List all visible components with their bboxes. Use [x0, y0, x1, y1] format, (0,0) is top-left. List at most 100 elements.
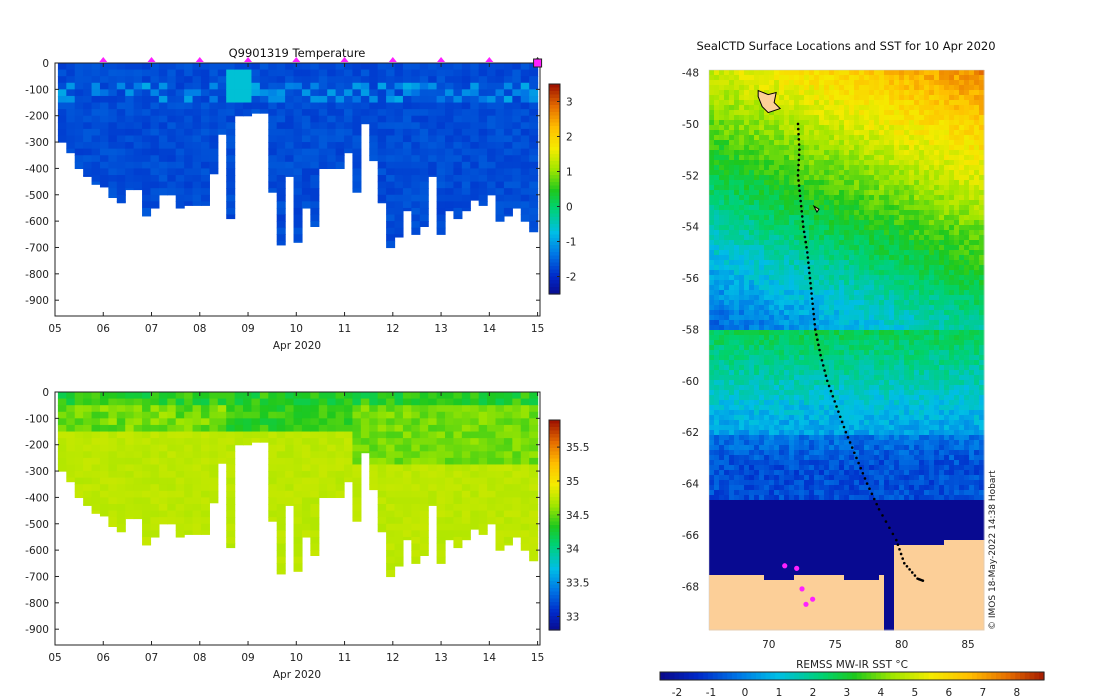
sst-cell [929, 170, 935, 176]
section-cell [478, 424, 488, 433]
section-cell [293, 504, 303, 512]
section-cell [293, 484, 303, 492]
section-cell [293, 122, 303, 130]
sst-cell [924, 255, 930, 261]
sst-cell [884, 225, 890, 231]
section-cell [133, 188, 143, 191]
sst-cell [874, 85, 880, 91]
section-cell [150, 464, 160, 472]
sst-cell [734, 165, 740, 171]
sst-cell [899, 275, 905, 281]
section-cell [495, 181, 505, 189]
sst-cell [939, 190, 945, 196]
sst-cell [724, 190, 730, 196]
sst-cell [869, 225, 875, 231]
section-cell [419, 95, 429, 104]
section-cell [108, 424, 118, 433]
sst-cell [919, 80, 925, 86]
sst-cell [794, 85, 800, 91]
section-cell [335, 490, 345, 499]
section-cell [285, 490, 295, 499]
section-cell [436, 89, 446, 97]
sst-cell [769, 280, 775, 286]
section-cell [167, 464, 177, 472]
sst-cell [944, 280, 950, 286]
section-cell [335, 411, 345, 419]
section-cell [453, 411, 463, 419]
sst-cell [829, 235, 835, 241]
sst-cell [944, 120, 950, 126]
sst-cell [929, 85, 935, 91]
sst-cell [794, 165, 800, 171]
section-cell [158, 89, 168, 97]
section-cell [377, 109, 387, 117]
section-cell [83, 457, 93, 466]
sst-cell [904, 130, 910, 136]
section-cell [276, 168, 286, 176]
sst-cell [799, 135, 805, 141]
section-cell [285, 497, 295, 505]
sst-cell [719, 70, 725, 76]
sst-cell [954, 130, 960, 136]
section-cell [83, 405, 93, 413]
section-cell [402, 464, 412, 472]
section-cell [133, 392, 143, 400]
sst-cell [709, 135, 715, 141]
sst-cell [784, 285, 790, 291]
section-cell [209, 89, 219, 97]
section-cell [461, 102, 471, 110]
section-cell [352, 82, 362, 90]
section-cell [200, 490, 210, 499]
section-cell [487, 128, 497, 137]
section-cell [436, 438, 446, 446]
sst-cell [714, 215, 720, 221]
section-cell [192, 424, 202, 433]
sst-cell [724, 270, 730, 276]
section-cell [478, 418, 488, 426]
colorbar-segment [549, 546, 560, 551]
section-cell [83, 497, 93, 505]
section-cell [200, 188, 210, 196]
section-cell [445, 161, 455, 170]
sst-cell [869, 80, 875, 86]
section-cell [512, 181, 522, 189]
section-cell [310, 63, 320, 71]
section-cell [209, 444, 219, 452]
section-cell [402, 523, 412, 531]
sst-cell [844, 115, 850, 121]
sst-cell [904, 105, 910, 111]
section-cell [74, 484, 84, 492]
sst-cell [759, 145, 765, 151]
section-cell [99, 115, 109, 123]
section-cell [133, 109, 143, 117]
x-tick-label: 12 [386, 652, 399, 664]
section-cell [344, 477, 354, 483]
section-cell [386, 392, 396, 400]
sst-cell [919, 140, 925, 146]
sst-cell [939, 135, 945, 141]
section-cell [142, 464, 152, 472]
section-cell [360, 451, 370, 454]
colorbar-frame [548, 83, 561, 295]
section-cell [268, 457, 278, 466]
sst-cell [799, 285, 805, 291]
sst-cell [844, 85, 850, 91]
sst-cell [829, 85, 835, 91]
section-cell [394, 523, 404, 531]
section-cell [402, 536, 412, 541]
section-cell [512, 168, 522, 176]
section-cell [394, 411, 404, 419]
sst-cell [809, 85, 815, 91]
colorbar-segment [549, 147, 560, 152]
section-cell [360, 405, 370, 413]
sst-cell [864, 160, 870, 166]
sst-cell [784, 230, 790, 236]
sst-cell [969, 130, 975, 136]
section-cell [394, 556, 404, 564]
sst-cell [729, 255, 735, 261]
section-cell [91, 89, 101, 97]
section-cell [226, 431, 236, 439]
section-cell [310, 444, 320, 452]
sst-cell [804, 120, 810, 126]
section-cell [411, 201, 421, 209]
